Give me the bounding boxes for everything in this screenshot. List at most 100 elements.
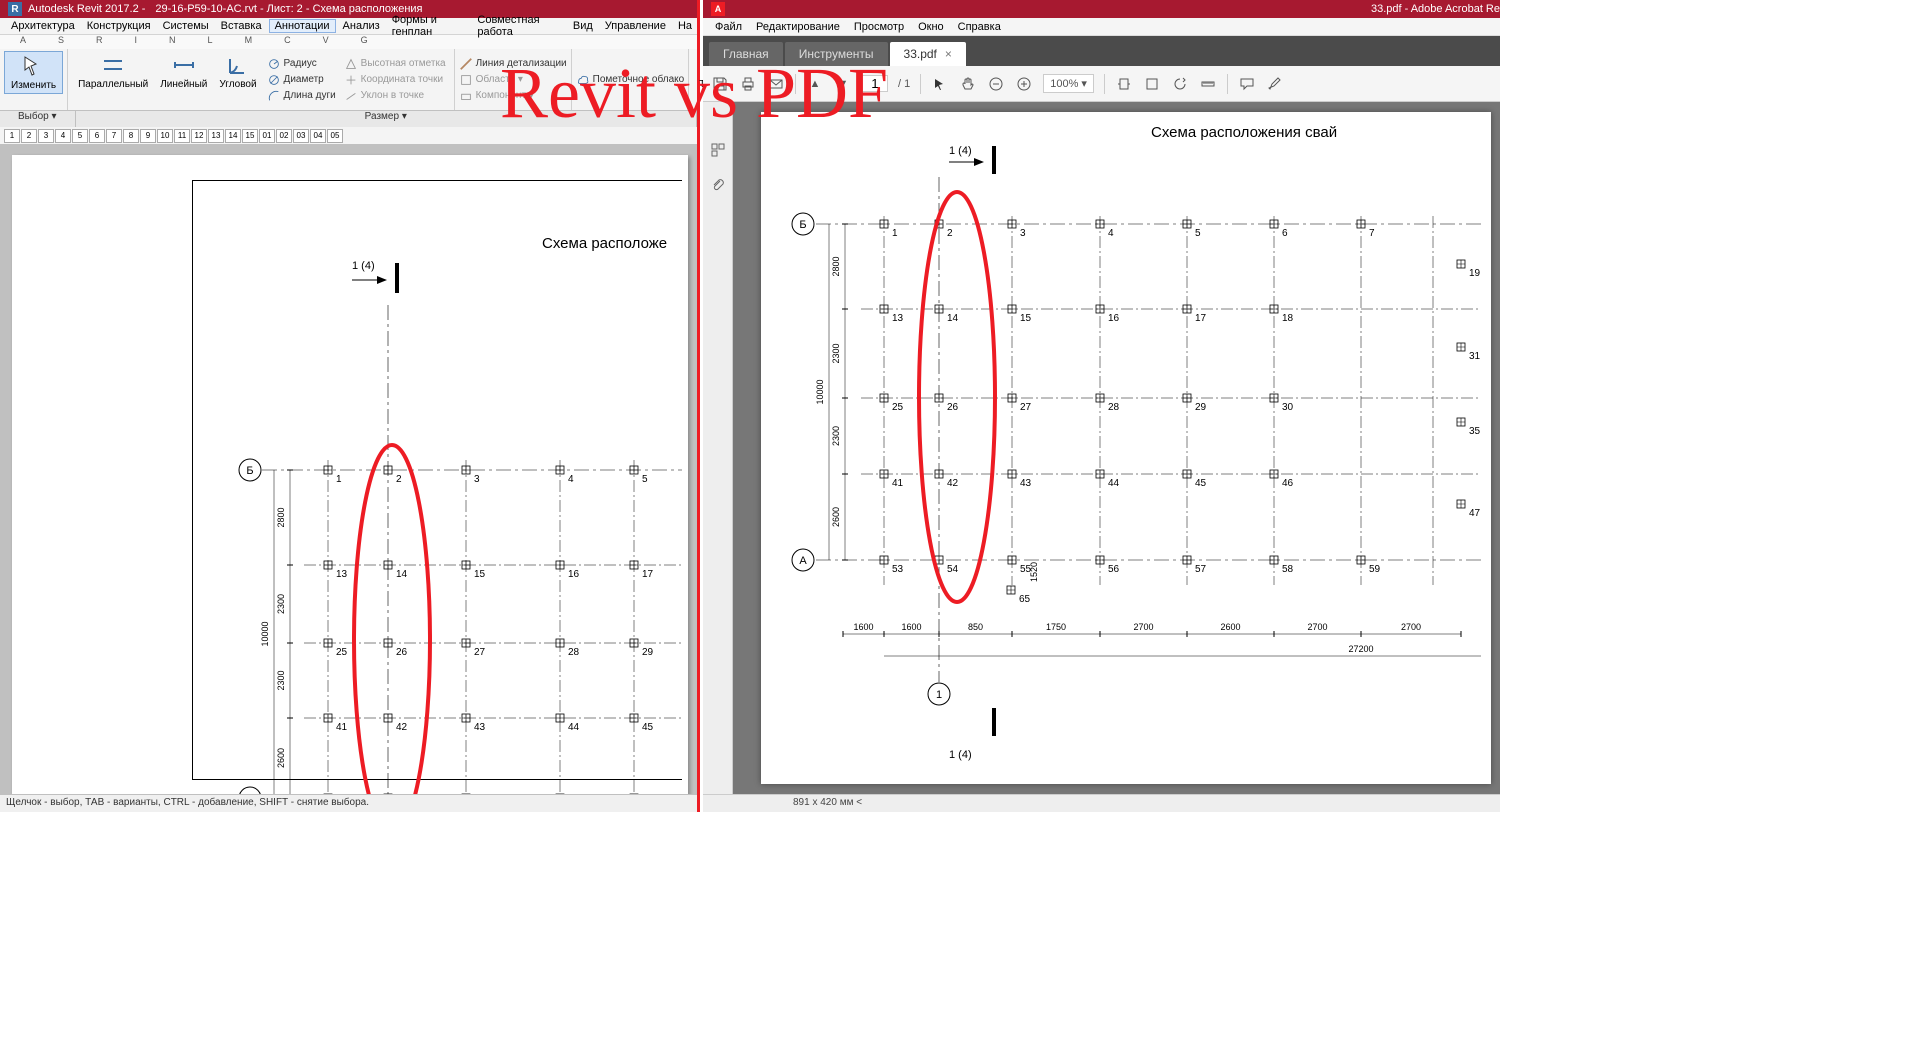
spot-elev-button[interactable]: Высотная отметка [344,56,446,72]
revit-canvas[interactable]: Схема расположе1 (4)БА112345131415161725… [0,145,697,794]
view-tab[interactable]: 6 [89,129,105,143]
svg-text:45: 45 [642,722,654,733]
acrobat-titlebar: A 33.pdf - Adobe Acrobat Re [703,0,1500,18]
svg-text:25: 25 [336,647,348,658]
tab-analyze[interactable]: Анализ [338,20,385,32]
svg-text:1 (4): 1 (4) [352,260,375,272]
menu-file[interactable]: Файл [709,21,748,33]
view-tab[interactable]: 04 [310,129,326,143]
detail-line-button[interactable]: Линия детализации [459,56,567,72]
tab-addins[interactable]: На [673,20,697,32]
svg-text:1 (4): 1 (4) [949,145,972,157]
spot-coord-button[interactable]: Координата точки [344,72,446,88]
keytip: G [361,35,368,49]
view-tab[interactable]: 05 [327,129,343,143]
dim-diameter-button[interactable]: Диаметр [267,72,336,88]
view-tab[interactable]: 03 [293,129,309,143]
view-tab[interactable]: 7 [106,129,122,143]
acrobat-page: Схема расположения свай1 (4)БА1123456713… [761,112,1491,784]
comment-icon[interactable] [1238,75,1256,93]
zoom-level[interactable]: 100% ▾ [1043,74,1094,93]
spot-slope-button[interactable]: Уклон в точке [344,88,446,104]
svg-text:2300: 2300 [831,343,841,363]
svg-text:31: 31 [1469,351,1481,362]
zoom-out-icon[interactable] [987,75,1005,93]
zoom-value: 100% [1050,78,1078,90]
view-tab[interactable]: 14 [225,129,241,143]
tab-systems[interactable]: Системы [158,20,214,32]
tab-structure[interactable]: Конструкция [82,20,156,32]
svg-text:Схема расположения свай: Схема расположения свай [1151,124,1337,141]
view-tab[interactable]: 01 [259,129,275,143]
svg-text:1: 1 [936,689,942,701]
dim-angular-button[interactable]: Угловой [213,51,262,108]
hand-icon[interactable] [959,75,977,93]
thumbnails-icon[interactable] [710,142,726,161]
tab-manage[interactable]: Управление [600,20,671,32]
close-icon[interactable]: × [945,47,952,61]
tab-annotate[interactable]: Аннотации [269,19,336,33]
tab-document[interactable]: 33.pdf× [890,42,966,66]
view-tab[interactable]: 3 [38,129,54,143]
tab-massing[interactable]: Формы и генплан [387,14,471,38]
tab-home[interactable]: Главная [709,42,783,66]
menu-window[interactable]: Окно [912,21,950,33]
svg-text:19: 19 [1469,268,1481,279]
view-tab[interactable]: 5 [72,129,88,143]
print-icon[interactable] [739,75,757,93]
panel-select[interactable]: Выбор ▾ [0,111,76,127]
revision-cloud-button[interactable]: Пометочное облако [576,72,685,88]
svg-text:Б: Б [799,219,806,231]
dim-arc-button[interactable]: Длина дуги [267,88,336,104]
save-icon[interactable] [711,75,729,93]
mail-icon[interactable] [767,75,785,93]
rotate-icon[interactable] [1171,75,1189,93]
label: Линейный [160,79,207,90]
view-tab[interactable]: 02 [276,129,292,143]
acrobat-canvas[interactable]: Схема расположения свай1 (4)БА1123456713… [703,102,1500,794]
keytip: V [323,35,329,49]
svg-text:13: 13 [892,313,904,324]
region-button[interactable]: Область ▾ [459,72,567,88]
zoom-in-icon[interactable] [1015,75,1033,93]
page-input[interactable] [862,75,888,92]
menu-help[interactable]: Справка [952,21,1007,33]
tab-insert[interactable]: Вставка [216,20,267,32]
view-tab[interactable]: 1 [4,129,20,143]
menu-edit[interactable]: Редактирование [750,21,846,33]
attachments-icon[interactable] [710,177,726,196]
svg-text:2700: 2700 [1401,622,1421,632]
view-tab[interactable]: 2 [21,129,37,143]
view-tab[interactable]: 4 [55,129,71,143]
tab-collaborate[interactable]: Совместная работа [472,14,565,38]
view-tab[interactable]: 15 [242,129,258,143]
modify-button[interactable]: Изменить [4,51,63,94]
tab-architecture[interactable]: Архитектура [6,20,80,32]
dim-radius-button[interactable]: Радиус [267,56,336,72]
svg-text:43: 43 [474,722,486,733]
view-tab[interactable]: 11 [174,129,190,143]
page-up-icon[interactable]: ▲ [806,75,824,93]
menu-view[interactable]: Просмотр [848,21,910,33]
svg-text:14: 14 [947,313,959,324]
view-tab[interactable]: 12 [191,129,207,143]
view-tab[interactable]: 9 [140,129,156,143]
svg-text:2300: 2300 [276,670,286,690]
svg-text:15: 15 [1020,313,1032,324]
dim-parallel-button[interactable]: Параллельный [72,51,154,108]
fit-page-icon[interactable] [1143,75,1161,93]
panel-dimension[interactable]: Размер ▾ [76,111,697,127]
dim-linear-button[interactable]: Линейный [154,51,213,108]
revit-status-bar: Щелчок - выбор, ТАВ - варианты, CTRL - д… [0,794,697,812]
measure-icon[interactable] [1199,75,1217,93]
view-tab[interactable]: 10 [157,129,173,143]
select-icon[interactable] [931,75,949,93]
page-down-icon[interactable]: ▼ [834,75,852,93]
view-tab[interactable]: 13 [208,129,224,143]
fit-width-icon[interactable] [1115,75,1133,93]
view-tab[interactable]: 8 [123,129,139,143]
highlight-icon[interactable] [1266,75,1284,93]
tab-tools[interactable]: Инструменты [785,42,888,66]
tab-view[interactable]: Вид [568,20,598,32]
component-button[interactable]: Компонент ▾ [459,88,567,104]
